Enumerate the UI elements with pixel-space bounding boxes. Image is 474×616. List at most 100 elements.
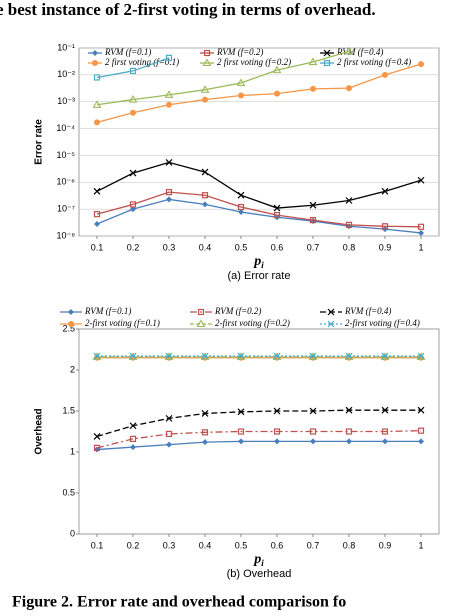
marker [93, 432, 101, 440]
marker [344, 46, 354, 55]
marker [382, 438, 388, 445]
marker [345, 428, 353, 435]
marker [166, 196, 172, 203]
marker [346, 85, 352, 92]
legend-label: 2 first voting (f=0.1) [105, 57, 179, 67]
marker [274, 90, 280, 97]
x-tick-label: 0.1 [91, 242, 104, 252]
legend-label: 2-first voting (f=0.1) [85, 318, 160, 328]
marker [273, 352, 281, 360]
marker [381, 187, 389, 195]
marker [94, 119, 100, 126]
marker [201, 410, 209, 417]
marker [310, 438, 316, 445]
y-axis-label: Overhead [34, 408, 45, 454]
marker [129, 435, 137, 442]
marker [309, 217, 317, 224]
marker [201, 168, 209, 176]
y-tick-label: 10⁻¹ [57, 42, 75, 52]
marker [202, 439, 208, 446]
x-tick-label: 0.6 [271, 242, 284, 252]
marker [164, 90, 174, 98]
caption: Figure 2. Error rate and overhead compar… [12, 594, 346, 611]
marker [93, 444, 101, 451]
x-axis-label: pi [253, 552, 264, 568]
legend-label: RVM (f=0.4) [336, 47, 383, 57]
marker [237, 352, 245, 360]
marker [238, 209, 244, 216]
series-line [96, 50, 350, 106]
marker [200, 85, 210, 93]
marker [345, 197, 353, 204]
legend-label: 2 first voting (f=0.4) [337, 57, 411, 67]
y-tick-label: 1.5 [62, 405, 75, 415]
header-text: e best instance of 2-first voting in ter… [0, 0, 376, 19]
marker [92, 60, 98, 66]
series-line [96, 161, 422, 209]
x-tick-label: 0.9 [379, 242, 392, 252]
marker [165, 352, 173, 360]
marker [165, 54, 173, 61]
x-tick-label: 0.5 [235, 242, 248, 252]
marker [308, 57, 318, 66]
x-tick-label: 0.2 [127, 540, 140, 550]
marker [68, 309, 74, 315]
marker [381, 223, 389, 230]
marker [382, 71, 388, 78]
marker [309, 352, 317, 360]
y-tick-label: 2.5 [62, 323, 75, 333]
marker [129, 169, 137, 177]
marker [130, 444, 136, 451]
y-tick-label: 0 [70, 528, 75, 538]
marker [273, 407, 281, 415]
x-tick-label: 0.2 [127, 242, 140, 252]
marker [417, 223, 425, 230]
series-line [96, 57, 170, 79]
subtitle: (a) Error rate [228, 270, 291, 282]
marker [323, 49, 331, 57]
marker [381, 428, 389, 435]
x-tick-label: 0.8 [343, 540, 356, 550]
marker [93, 352, 101, 360]
marker [272, 65, 282, 74]
marker [202, 201, 208, 208]
x-tick-label: 1 [418, 242, 423, 252]
marker [416, 352, 426, 360]
y-tick-label: 10⁻⁷ [57, 204, 75, 214]
marker [309, 407, 317, 415]
marker [203, 49, 211, 57]
marker [165, 430, 173, 438]
x-axis-label-subscript: i [261, 260, 264, 270]
x-axis-label-base: p [253, 254, 261, 269]
marker [129, 352, 137, 360]
marker [201, 352, 209, 360]
marker [418, 438, 424, 445]
y-tick-label: 1 [70, 446, 75, 456]
series-line [96, 198, 422, 234]
marker [238, 438, 244, 445]
y-tick-label: 10⁻⁸ [56, 230, 75, 240]
marker [202, 58, 212, 67]
marker [92, 100, 102, 108]
marker [129, 67, 137, 75]
marker [237, 428, 245, 435]
marker [196, 319, 206, 328]
legend-label: 2-first voting (f=0.4) [345, 318, 420, 328]
marker [237, 191, 245, 199]
marker [197, 308, 205, 316]
marker [327, 308, 335, 316]
marker [345, 406, 353, 414]
marker [417, 406, 425, 414]
y-tick-label: 10⁻² [57, 69, 75, 79]
x-tick-label: 0.9 [379, 540, 392, 550]
marker [237, 408, 245, 416]
legend-label: RVM (f=0.1) [104, 47, 151, 57]
marker [273, 212, 281, 219]
marker [93, 211, 101, 218]
marker [201, 429, 209, 436]
marker [165, 414, 173, 422]
legend-label: 2 first voting (f=0.2) [217, 57, 291, 67]
y-tick-label: 10⁻⁴ [56, 123, 75, 133]
x-tick-label: 0.7 [307, 540, 320, 550]
